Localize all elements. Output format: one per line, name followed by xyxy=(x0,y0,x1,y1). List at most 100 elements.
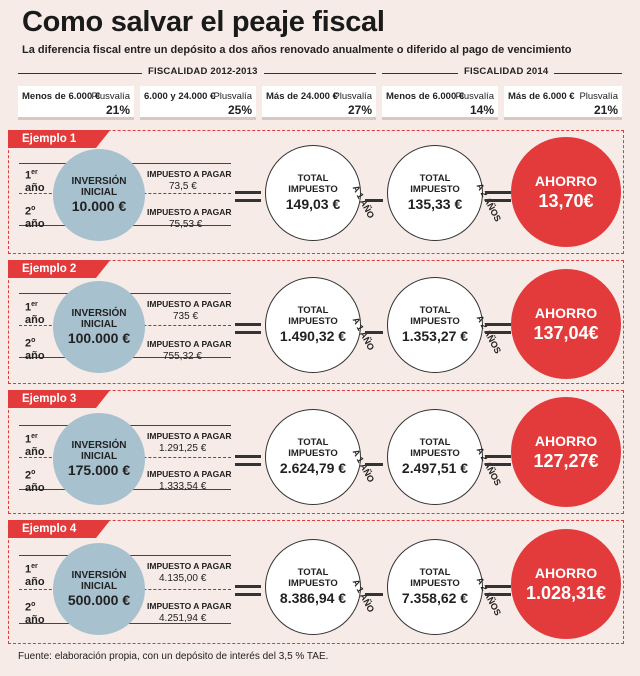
year-2-label: 2o año xyxy=(25,205,45,230)
tax-year2-value: 755,32 € xyxy=(163,351,202,362)
saving-value: 127,27€ xyxy=(533,451,599,471)
total-label: TOTAL IMPUESTO xyxy=(410,305,460,327)
tax-year1-label: IMPUESTO A PAGAR xyxy=(147,431,232,441)
saving-circle: AHORRO 1.028,31€ xyxy=(511,529,621,639)
rate-label: Plusvalía xyxy=(455,91,494,102)
tax-year1-value: 4.135,00 € xyxy=(159,573,207,584)
example-tab: Ejemplo 4 xyxy=(8,520,111,538)
total-1y-circle: TOTAL IMPUESTO 8.386,94 € xyxy=(265,539,361,635)
investment-label: INVERSIÓN INICIAL xyxy=(71,175,127,198)
minus-sign xyxy=(365,199,383,202)
year-1-label: 1er año xyxy=(25,169,45,194)
rate-box: Menos de 6.000 € Plusvalía 21% xyxy=(18,86,134,120)
investment-circle: INVERSIÓN INICIAL 100.000 € xyxy=(53,281,145,373)
total-1y-value: 149,03 € xyxy=(285,196,341,212)
example-tab: Ejemplo 2 xyxy=(8,260,111,278)
source-note: Fuente: elaboración propia, con un depós… xyxy=(18,651,329,662)
tax-year2-value: 4.251,94 € xyxy=(159,613,207,624)
equals-sign xyxy=(485,455,511,471)
total-2y-value: 2.497,51 € xyxy=(401,460,469,476)
equals-sign xyxy=(485,585,511,601)
rate-range: Menos de 6.000 € xyxy=(386,91,465,102)
rate-range: Menos de 6.000 € xyxy=(22,91,101,102)
rate-pct: 21% xyxy=(105,103,130,117)
tax-year1-value: 73,5 € xyxy=(169,181,197,192)
rate-label: Plusvalía xyxy=(579,91,618,102)
year-1-label: 1er año xyxy=(25,563,45,588)
example-tab: Ejemplo 1 xyxy=(8,130,111,148)
investment-value: 100.000 € xyxy=(67,329,131,346)
saving-value: 13,70€ xyxy=(538,191,594,211)
total-label: TOTAL IMPUESTO xyxy=(288,305,338,327)
investment-value: 500.000 € xyxy=(67,591,131,608)
investment-label: INVERSIÓN INICIAL xyxy=(71,439,127,462)
investment-label: INVERSIÓN INICIAL xyxy=(71,307,127,330)
investment-circle: INVERSIÓN INICIAL 500.000 € xyxy=(53,543,145,635)
year-2-label: 2o año xyxy=(25,601,45,626)
rate-range: Más de 6.000 € xyxy=(508,91,575,102)
total-2y-value: 135,33 € xyxy=(407,196,463,212)
saving-label: AHORRO xyxy=(534,433,598,449)
saving-value: 1.028,31€ xyxy=(525,583,607,603)
total-label: TOTAL IMPUESTO xyxy=(410,567,460,589)
rate-pct: 27% xyxy=(347,103,372,117)
total-label: TOTAL IMPUESTO xyxy=(410,173,460,195)
saving-label: AHORRO xyxy=(534,305,598,321)
tax-year2-label: IMPUESTO A PAGAR xyxy=(147,207,232,217)
total-2y-circle: TOTAL IMPUESTO 2.497,51 € xyxy=(387,409,483,505)
equals-sign xyxy=(485,191,511,207)
investment-label: INVERSIÓN INICIAL xyxy=(71,569,127,592)
rate-pct: 14% xyxy=(469,103,494,117)
total-1y-circle: TOTAL IMPUESTO 2.624,79 € xyxy=(265,409,361,505)
equals-sign xyxy=(235,455,261,471)
total-1y-value: 2.624,79 € xyxy=(279,460,347,476)
year-2-label: 2o año xyxy=(25,469,45,494)
minus-sign xyxy=(365,331,383,334)
total-label: TOTAL IMPUESTO xyxy=(288,567,338,589)
rate-label: Plusvalía xyxy=(91,91,130,102)
total-label: TOTAL IMPUESTO xyxy=(288,173,338,195)
investment-value: 10.000 € xyxy=(71,197,127,214)
investment-circle: INVERSIÓN INICIAL 10.000 € xyxy=(53,149,145,241)
rate-box: 6.000 y 24.000 € Plusvalía 25% xyxy=(140,86,256,120)
equals-sign xyxy=(235,323,261,339)
saving-value: 137,04€ xyxy=(533,323,599,343)
equals-sign xyxy=(235,585,261,601)
example-1: Ejemplo 1 1er año 2o año INVERSIÓN INICIAL… xyxy=(8,130,624,254)
total-2y-circle: TOTAL IMPUESTO 7.358,62 € xyxy=(387,539,483,635)
total-label: TOTAL IMPUESTO xyxy=(288,437,338,459)
page-subtitle: La diferencia fiscal entre un depósito a… xyxy=(22,44,572,56)
period-label-2014: FISCALIDAD 2014 xyxy=(458,66,555,77)
rate-box: Más de 24.000 € Plusvalía 27% xyxy=(262,86,376,120)
total-1y-circle: TOTAL IMPUESTO 149,03 € xyxy=(265,145,361,241)
tax-year2-label: IMPUESTO A PAGAR xyxy=(147,601,232,611)
total-2y-circle: TOTAL IMPUESTO 1.353,27 € xyxy=(387,277,483,373)
example-tab: Ejemplo 3 xyxy=(8,390,111,408)
equals-sign xyxy=(235,191,261,207)
equals-sign xyxy=(485,323,511,339)
example-2: Ejemplo 2 1er año 2o año INVERSIÓN INICIAL… xyxy=(8,260,624,384)
page-title: Como salvar el peaje fiscal xyxy=(22,6,385,38)
year-2-label: 2o año xyxy=(25,337,45,362)
total-2y-value: 7.358,62 € xyxy=(401,590,469,606)
tax-year2-label: IMPUESTO A PAGAR xyxy=(147,469,232,479)
rate-box: Más de 6.000 € Plusvalía 21% xyxy=(504,86,622,120)
investment-value: 175.000 € xyxy=(67,461,131,478)
minus-sign xyxy=(365,593,383,596)
rate-range: 6.000 y 24.000 € xyxy=(144,91,216,102)
minus-sign xyxy=(365,463,383,466)
tax-year1-label: IMPUESTO A PAGAR xyxy=(147,561,232,571)
period-label-2012: FISCALIDAD 2012-2013 xyxy=(142,66,264,77)
year-1-label: 1er año xyxy=(25,433,45,458)
saving-circle: AHORRO 13,70€ xyxy=(511,137,621,247)
saving-circle: AHORRO 127,27€ xyxy=(511,397,621,507)
rate-pct: 25% xyxy=(227,103,252,117)
tax-year2-value: 75,53 € xyxy=(169,219,203,230)
tax-year2-label: IMPUESTO A PAGAR xyxy=(147,339,232,349)
tax-year1-label: IMPUESTO A PAGAR xyxy=(147,299,232,309)
tax-year1-value: 735 € xyxy=(173,311,199,322)
rate-range: Más de 24.000 € xyxy=(266,91,338,102)
total-2y-circle: TOTAL IMPUESTO 135,33 € xyxy=(387,145,483,241)
rate-label: Plusvalía xyxy=(213,91,252,102)
total-1y-circle: TOTAL IMPUESTO 1.490,32 € xyxy=(265,277,361,373)
